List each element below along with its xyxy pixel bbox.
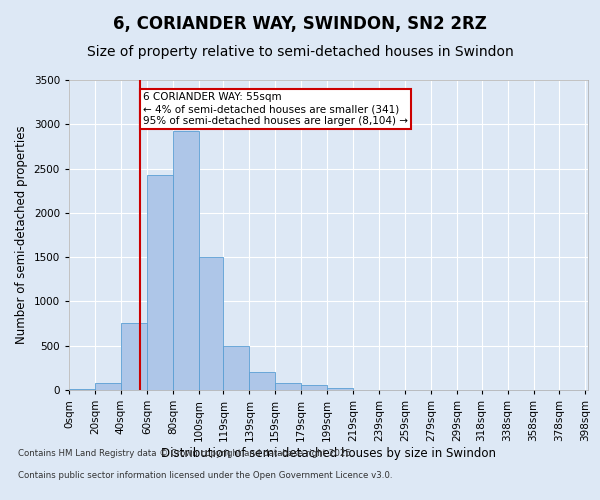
Bar (69, 389, 95, 390)
Text: Size of property relative to semi-detached houses in Swindon: Size of property relative to semi-detach… (86, 45, 514, 59)
Text: 6, CORIANDER WAY, SWINDON, SN2 2RZ: 6, CORIANDER WAY, SWINDON, SN2 2RZ (113, 15, 487, 33)
Bar (147, 175, 173, 390)
Bar (199, 257, 223, 390)
Y-axis label: Number of semi-detached properties: Number of semi-detached properties (15, 126, 28, 344)
Text: 6 CORIANDER WAY: 55sqm
← 4% of semi-detached houses are smaller (341)
95% of sem: 6 CORIANDER WAY: 55sqm ← 4% of semi-deta… (143, 92, 408, 126)
Bar (95, 383, 121, 390)
X-axis label: Distribution of semi-detached houses by size in Swindon: Distribution of semi-detached houses by … (161, 446, 496, 460)
Bar (223, 346, 250, 390)
Bar (173, 132, 199, 390)
Bar (250, 372, 275, 390)
Text: Contains HM Land Registry data © Crown copyright and database right 2025.: Contains HM Land Registry data © Crown c… (18, 448, 353, 458)
Bar (121, 322, 147, 390)
Bar (301, 385, 327, 390)
Text: Contains public sector information licensed under the Open Government Licence v3: Contains public sector information licen… (18, 471, 392, 480)
Bar (327, 388, 353, 390)
Bar (275, 383, 301, 390)
